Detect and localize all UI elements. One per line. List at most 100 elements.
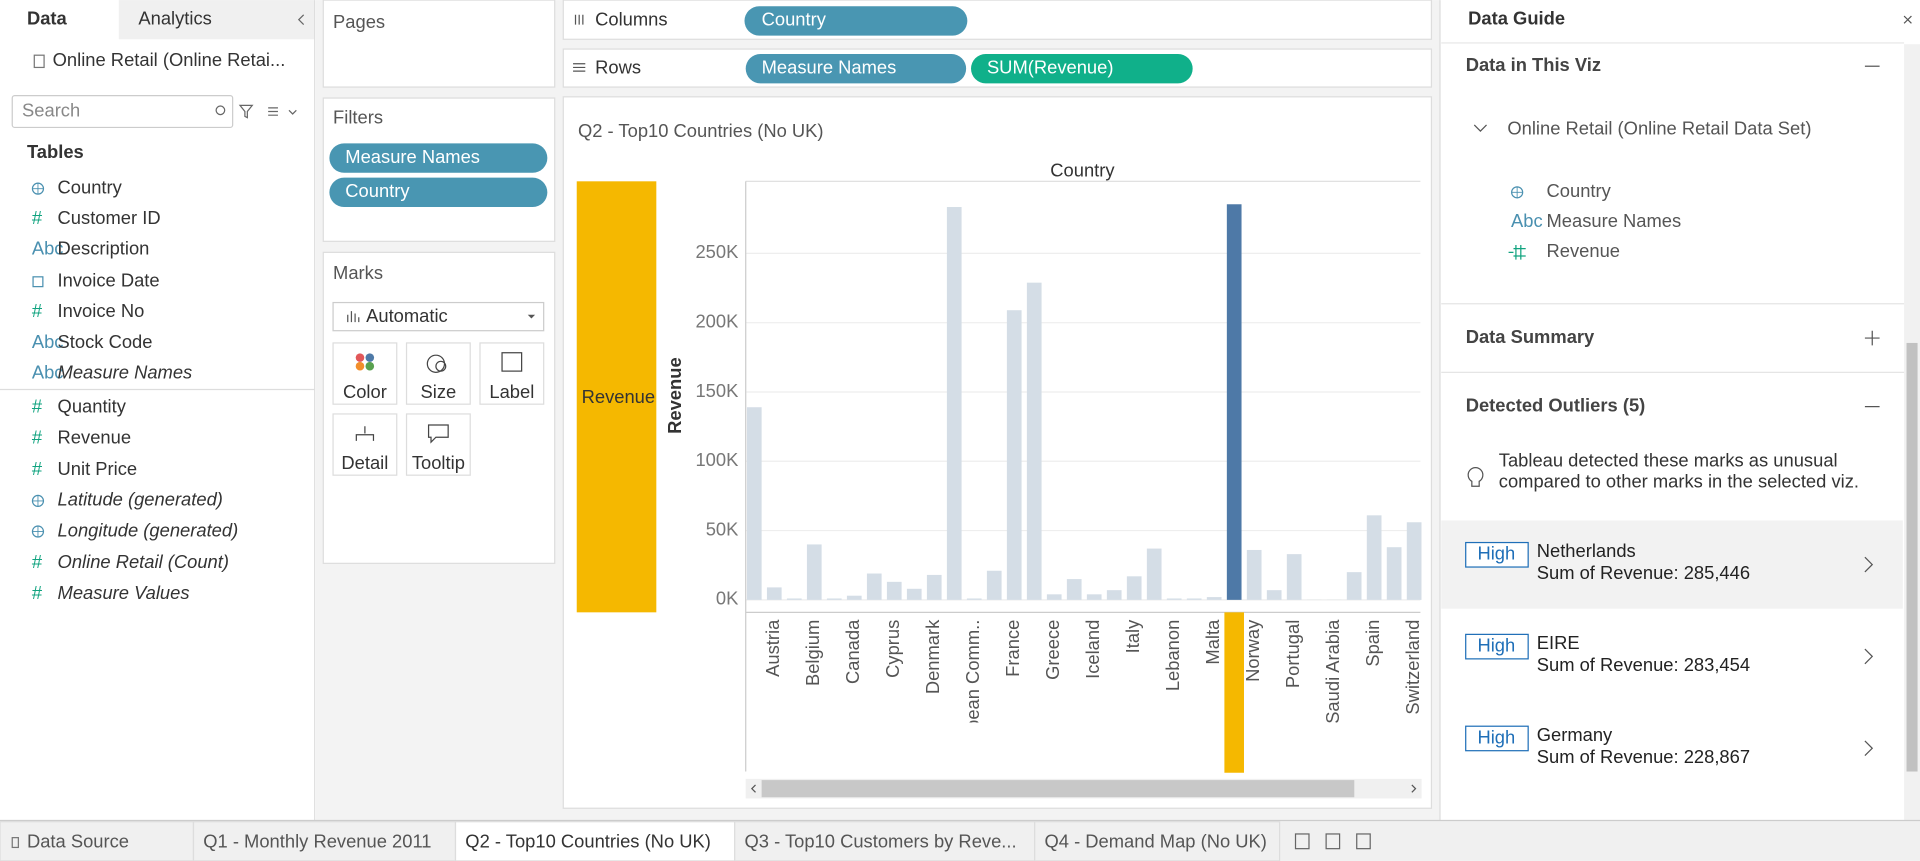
field-name[interactable]: Longitude (generated) xyxy=(58,519,239,540)
field-name[interactable]: Measure Values xyxy=(58,582,190,603)
field-icon: # xyxy=(32,426,43,447)
bar[interactable] xyxy=(1206,597,1222,600)
mark-card[interactable] xyxy=(405,413,471,476)
search-icon xyxy=(215,105,226,116)
selected-header xyxy=(1224,612,1244,773)
row-pill-label: SUM(Revenue) xyxy=(987,57,1114,78)
bar[interactable] xyxy=(826,598,842,600)
bar[interactable] xyxy=(1266,590,1282,600)
bar[interactable] xyxy=(1286,554,1302,600)
bar[interactable] xyxy=(746,407,762,600)
mark-card[interactable] xyxy=(405,342,471,405)
bar[interactable] xyxy=(1086,594,1102,600)
guide-field-icon xyxy=(1508,244,1526,260)
field-name[interactable]: Invoice No xyxy=(58,300,145,321)
column-pill[interactable] xyxy=(744,6,968,36)
outlier-note: Tableau detected these marks as unusual xyxy=(1499,450,1838,471)
bar[interactable] xyxy=(926,574,942,600)
chevron-right xyxy=(1864,740,1874,757)
filter-pill-label: Country xyxy=(345,180,410,201)
close-icon[interactable] xyxy=(1903,15,1912,24)
bar[interactable] xyxy=(986,570,1002,600)
new-sheet-icon[interactable] xyxy=(1356,833,1371,850)
mark-card[interactable] xyxy=(332,413,398,476)
bar[interactable] xyxy=(886,581,902,600)
bar[interactable] xyxy=(806,544,822,600)
bar[interactable] xyxy=(786,598,802,600)
field-name[interactable]: Measure Names xyxy=(58,361,193,382)
field-name[interactable]: Stock Code xyxy=(58,331,153,352)
bar[interactable] xyxy=(906,588,922,600)
filter-pill[interactable] xyxy=(329,177,548,208)
field-name[interactable]: Description xyxy=(58,238,150,259)
field-name[interactable]: Country xyxy=(58,177,123,198)
bar[interactable] xyxy=(1226,204,1242,600)
viz-area xyxy=(562,96,1433,809)
bar[interactable] xyxy=(1126,576,1142,600)
dropdown-arrow xyxy=(527,314,536,319)
expand-icon[interactable] xyxy=(1864,330,1880,346)
bar[interactable] xyxy=(946,207,962,600)
sheet-tab[interactable] xyxy=(734,821,1036,861)
bar[interactable] xyxy=(1366,515,1382,600)
field-name[interactable]: Quantity xyxy=(58,396,127,417)
bar[interactable] xyxy=(846,595,862,600)
bar[interactable] xyxy=(1046,594,1062,600)
content: Data Analytics Online Retail (Online Retai… xyxy=(0,6,1912,861)
field-name[interactable]: Revenue xyxy=(58,426,132,447)
row-pill[interactable] xyxy=(971,53,1193,84)
bar[interactable] xyxy=(1066,579,1082,600)
row-pill[interactable] xyxy=(745,53,967,84)
analytics-tab[interactable]: Analytics xyxy=(138,8,211,29)
datasource-name[interactable]: Online Retail (Online Retai... xyxy=(53,49,286,70)
sheet-tab[interactable] xyxy=(192,821,457,861)
filter-pill[interactable] xyxy=(329,143,548,173)
bar[interactable] xyxy=(766,587,782,600)
guide-datasource: Online Retail (Online Retail Data Set) xyxy=(1507,118,1811,139)
pages-heading: Pages xyxy=(333,11,385,32)
bar[interactable] xyxy=(1406,522,1422,600)
bar[interactable] xyxy=(1006,310,1022,600)
search-box[interactable] xyxy=(11,94,234,129)
x-tick-label: Portugal xyxy=(1282,620,1303,688)
sheet-tab[interactable] xyxy=(0,821,195,861)
marks-heading: Marks xyxy=(333,262,383,283)
bar[interactable] xyxy=(1386,547,1402,600)
bar[interactable] xyxy=(1146,548,1162,600)
field-name[interactable]: Customer ID xyxy=(58,207,161,228)
bar[interactable] xyxy=(1346,572,1362,600)
color-icon xyxy=(355,361,365,371)
mark-card[interactable] xyxy=(332,342,398,405)
field-icon xyxy=(32,495,44,507)
new-sheet-icon[interactable] xyxy=(1325,833,1341,850)
bar[interactable] xyxy=(1026,282,1042,600)
outlier-name: Germany xyxy=(1537,724,1613,745)
outlier-detail: Sum of Revenue: 283,454 xyxy=(1537,654,1750,675)
y-tick-label: 50K xyxy=(706,518,739,539)
bar[interactable] xyxy=(1186,598,1202,600)
field-name[interactable]: Latitude (generated) xyxy=(58,489,223,510)
data-tab[interactable]: Data xyxy=(27,8,68,29)
bar[interactable] xyxy=(1106,590,1122,600)
y-tick-label: 0K xyxy=(716,588,739,609)
new-sheet-icon[interactable] xyxy=(1294,833,1310,850)
badge xyxy=(1465,541,1529,568)
field-name[interactable]: Invoice Date xyxy=(58,270,160,291)
sheet-tab[interactable] xyxy=(454,821,736,861)
sheet-tab[interactable] xyxy=(1034,821,1281,861)
mark-type-dropdown[interactable] xyxy=(332,301,545,332)
bar[interactable] xyxy=(1246,549,1262,600)
field-icon: # xyxy=(32,458,43,479)
bar[interactable] xyxy=(966,598,982,600)
bar[interactable] xyxy=(1166,598,1182,600)
y-axis-title: Revenue xyxy=(664,357,685,434)
h-scroll-thumb[interactable] xyxy=(761,780,1355,798)
bar[interactable] xyxy=(866,573,882,600)
field-name[interactable]: Unit Price xyxy=(58,458,138,479)
label-icon xyxy=(501,352,523,372)
x-tick-label: European Comm.. xyxy=(962,620,983,769)
rows-label: Rows xyxy=(595,57,641,78)
field-icon: Abc xyxy=(32,331,64,352)
field-name[interactable]: Online Retail (Count) xyxy=(58,551,229,572)
chevron-right xyxy=(1864,648,1874,665)
